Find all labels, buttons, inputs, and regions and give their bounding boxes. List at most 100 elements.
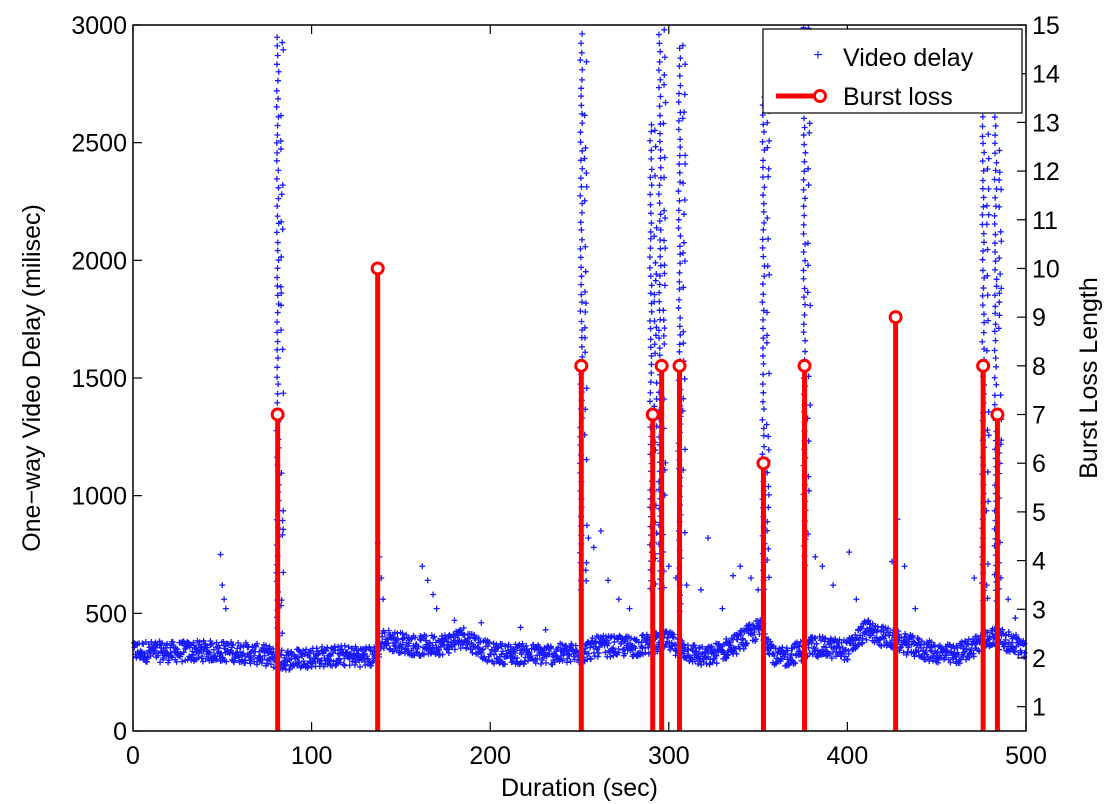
video-delay-point-2497 [761,219,768,226]
video-delay-point-2506 [765,165,772,172]
video-delay-point-2243 [647,210,654,217]
x-axis-title: Duration (sec) [501,774,658,802]
video-delay-point-2172 [578,49,585,56]
video-delay-point-2435 [679,42,686,49]
video-delay-point-336 [281,661,288,668]
video-delay-point-2770 [221,596,228,603]
video-delay-point-2507 [760,157,767,164]
video-delay-point-2750 [991,212,998,219]
video-delay-point-2401 [680,249,687,256]
video-delay-point-94 [173,658,180,665]
video-delay-point-2483 [760,307,767,314]
burst-loss-marker-8 [888,310,903,325]
video-delay-point-2786 [597,527,604,534]
video-delay-point-2153 [577,175,584,182]
video-delay-point-2048 [278,290,285,297]
video-delay-point-2660 [980,203,987,210]
video-delay-point-2252 [652,143,659,150]
video-delay-point-2654 [980,239,987,246]
video-delay-point-711 [447,642,454,649]
video-delay-point-2214 [648,361,655,368]
video-delay-point-2729 [995,325,1002,332]
video-delay-point-59 [157,659,164,666]
video-delay-point-617 [406,640,413,647]
video-delay-point-2370 [682,446,689,453]
x-tick-label-1: 100 [291,742,333,770]
video-delay-point-2552 [802,337,809,344]
video-delay-point-887 [526,649,533,656]
x-tick-label-5: 500 [1005,742,1047,770]
video-delay-point-979 [567,658,574,665]
video-delay-point-1945 [999,626,1006,633]
video-delay-point-2580 [801,141,808,148]
video-delay-point-2334 [656,112,663,119]
video-delay-point-2736 [996,290,1003,297]
video-delay-point-245 [240,643,247,650]
video-delay-point-437 [325,656,332,663]
video-delay-point-1881 [970,653,977,660]
video-delay-point-2783 [542,626,549,633]
video-delay-point-367 [294,654,301,661]
video-delay-point-2108 [583,456,590,463]
video-delay-point-2085 [280,46,287,53]
video-delay-point-2036 [274,364,281,371]
video-delay-point-2343 [656,58,663,65]
video-delay-point-2669 [985,155,992,162]
video-delay-point-2211 [647,379,654,386]
video-delay-point-129 [188,657,195,664]
video-delay-point-1367 [741,628,748,635]
video-delay-point-2051 [274,274,281,281]
video-delay-point-2475 [760,360,767,367]
video-delay-point-63 [159,640,166,647]
video-delay-point-1209 [670,631,677,638]
video-delay-point-488 [349,658,356,665]
video-delay-point-1953 [1002,632,1009,639]
video-delay-point-2130 [578,318,585,325]
video-delay-point-2429 [677,82,684,89]
video-delay-point-2769 [219,582,226,589]
burst-loss-marker-6 [756,456,771,471]
video-delay-point-2359 [681,529,688,536]
video-delay-point-923 [542,659,549,666]
video-delay-point-2337 [657,93,664,100]
video-delay-point-191 [215,642,222,649]
video-delay-point-869 [518,649,525,656]
video-delay-point-2093 [582,567,589,574]
video-delay-point-55 [155,652,162,659]
video-delay-point-2050 [277,283,284,290]
video-delay-point-2666 [980,167,987,174]
video-delay-point-2032 [274,390,281,397]
video-delay-point-2060 [278,218,285,225]
video-delay-point-2406 [675,216,682,223]
video-delay-point-739 [460,625,467,632]
video-delay-point-2064 [278,191,285,198]
video-delay-point-2039 [279,346,286,353]
video-delay-point-2585 [800,115,807,122]
video-delay-point-1352 [734,636,741,643]
video-delay-point-1744 [909,632,916,639]
video-delay-point-637 [415,643,422,650]
video-delay-point-2486 [760,291,767,298]
video-delay-point-231 [234,645,241,652]
video-delay-point-523 [363,653,370,660]
video-delay-point-2566 [802,241,809,248]
video-delay-point-2335 [656,103,663,110]
video-delay-point-2737 [993,283,1000,290]
video-delay-point-2480 [764,332,771,339]
video-delay-point-97 [174,646,181,653]
video-delay-point-1349 [733,650,740,657]
video-delay-point-2734 [996,299,1003,306]
video-delay-point-1778 [925,654,932,661]
video-delay-point-1717 [897,645,904,652]
video-delay-point-2675 [979,113,986,120]
video-delay-point-2742 [992,258,999,265]
video-delay-point-2671 [980,140,987,147]
video-delay-point-935 [547,643,554,650]
video-delay-point-2421 [675,126,682,133]
video-delay-point-1828 [947,659,954,666]
video-delay-point-2795 [719,605,726,612]
video-delay-point-740 [461,631,468,638]
video-delay-point-2802 [830,582,837,589]
video-delay-point-2035 [274,374,281,381]
